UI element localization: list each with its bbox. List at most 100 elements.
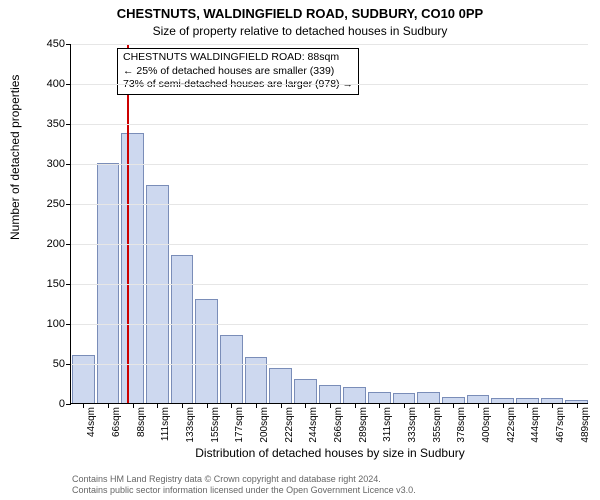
histogram-bar [220, 335, 243, 403]
ytick-mark [66, 164, 71, 165]
gridline-h [71, 164, 588, 165]
gridline-h [71, 84, 588, 85]
xtick-mark [577, 403, 578, 408]
xtick-label: 467sqm [555, 407, 566, 443]
xtick-label: 155sqm [210, 407, 221, 443]
xtick-label: 88sqm [136, 407, 147, 437]
xtick-label: 44sqm [86, 407, 97, 437]
xtick-label: 400sqm [481, 407, 492, 443]
ytick-mark [66, 284, 71, 285]
histogram-bar [368, 392, 391, 403]
ytick-label: 150 [47, 278, 65, 290]
ytick-label: 200 [47, 238, 65, 250]
xtick-mark [478, 403, 479, 408]
chart-title-line1: CHESTNUTS, WALDINGFIELD ROAD, SUDBURY, C… [0, 6, 600, 21]
histogram-bar [195, 299, 218, 403]
xtick-mark [207, 403, 208, 408]
xtick-label: 355sqm [432, 407, 443, 443]
gridline-h [71, 284, 588, 285]
ytick-mark [66, 364, 71, 365]
xtick-mark [108, 403, 109, 408]
ytick-mark [66, 244, 71, 245]
bars-group [71, 44, 588, 403]
reference-vline [127, 44, 129, 403]
ytick-label: 0 [59, 398, 65, 410]
y-axis-label: Number of detached properties [8, 75, 22, 240]
histogram-bar [294, 379, 317, 403]
xtick-label: 333sqm [407, 407, 418, 443]
footer-line2: Contains public sector information licen… [72, 485, 416, 496]
ytick-label: 400 [47, 78, 65, 90]
ytick-mark [66, 44, 71, 45]
histogram-bar [343, 387, 366, 403]
annotation-line3: 73% of semi-detached houses are larger (… [123, 78, 353, 92]
ytick-mark [66, 324, 71, 325]
xtick-mark [281, 403, 282, 408]
xtick-mark [379, 403, 380, 408]
chart-container: CHESTNUTS, WALDINGFIELD ROAD, SUDBURY, C… [0, 0, 600, 500]
xtick-mark [305, 403, 306, 408]
ytick-label: 350 [47, 118, 65, 130]
histogram-bar [121, 133, 144, 403]
histogram-bar [393, 393, 416, 403]
ytick-label: 50 [53, 358, 65, 370]
histogram-bar [97, 163, 120, 403]
xtick-mark [552, 403, 553, 408]
ytick-label: 300 [47, 158, 65, 170]
gridline-h [71, 244, 588, 245]
xtick-mark [182, 403, 183, 408]
footer-line1: Contains HM Land Registry data © Crown c… [72, 474, 416, 485]
annotation-line2: ← 25% of detached houses are smaller (33… [123, 65, 353, 79]
xtick-label: 266sqm [333, 407, 344, 443]
ytick-mark [66, 204, 71, 205]
gridline-h [71, 204, 588, 205]
xtick-mark [133, 403, 134, 408]
xtick-label: 489sqm [580, 407, 591, 443]
xtick-mark [429, 403, 430, 408]
xtick-label: 311sqm [382, 407, 393, 442]
ytick-label: 250 [47, 198, 65, 210]
gridline-h [71, 364, 588, 365]
xtick-label: 177sqm [234, 407, 245, 443]
ytick-mark [66, 404, 71, 405]
xtick-mark [527, 403, 528, 408]
annotation-line1: CHESTNUTS WALDINGFIELD ROAD: 88sqm [123, 51, 353, 65]
histogram-bar [171, 255, 194, 403]
chart-title-line2: Size of property relative to detached ho… [0, 24, 600, 38]
xtick-mark [231, 403, 232, 408]
gridline-h [71, 124, 588, 125]
xtick-label: 111sqm [160, 407, 171, 441]
ytick-label: 450 [47, 38, 65, 50]
gridline-h [71, 44, 588, 45]
annotation-box: CHESTNUTS WALDINGFIELD ROAD: 88sqm ← 25%… [117, 48, 359, 95]
xtick-mark [355, 403, 356, 408]
xtick-label: 444sqm [530, 407, 541, 443]
histogram-bar [417, 392, 440, 403]
xtick-label: 66sqm [111, 407, 122, 437]
xtick-mark [330, 403, 331, 408]
footer: Contains HM Land Registry data © Crown c… [72, 474, 416, 497]
histogram-bar [467, 395, 490, 403]
xtick-mark [404, 403, 405, 408]
xtick-label: 289sqm [358, 407, 369, 443]
xtick-mark [256, 403, 257, 408]
xtick-mark [83, 403, 84, 408]
xtick-label: 422sqm [506, 407, 517, 443]
histogram-bar [146, 185, 169, 403]
x-axis-label: Distribution of detached houses by size … [70, 446, 590, 460]
xtick-label: 378sqm [456, 407, 467, 443]
xtick-label: 244sqm [308, 407, 319, 443]
histogram-bar [269, 368, 292, 403]
histogram-bar [72, 355, 95, 403]
plot-area: CHESTNUTS WALDINGFIELD ROAD: 88sqm ← 25%… [70, 44, 588, 404]
xtick-mark [503, 403, 504, 408]
xtick-label: 133sqm [185, 407, 196, 443]
histogram-bar [319, 385, 342, 403]
xtick-mark [157, 403, 158, 408]
xtick-label: 200sqm [259, 407, 270, 443]
ytick-mark [66, 84, 71, 85]
xtick-mark [453, 403, 454, 408]
xtick-label: 222sqm [284, 407, 295, 443]
gridline-h [71, 324, 588, 325]
ytick-mark [66, 124, 71, 125]
